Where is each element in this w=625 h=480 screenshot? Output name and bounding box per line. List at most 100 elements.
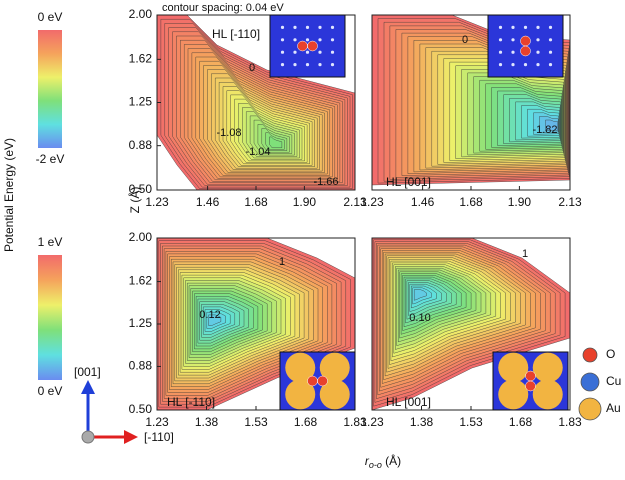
- x-tick-label: 1.53: [459, 415, 483, 429]
- x-label-sub: o-o: [369, 460, 382, 470]
- y-tick-label: 1.25: [129, 95, 153, 109]
- cu-atom: [511, 25, 515, 29]
- cu-atom: [548, 50, 553, 54]
- cu-atom: [511, 63, 515, 67]
- y-tick-label: 1.62: [129, 52, 153, 66]
- contour-field: [372, 15, 570, 186]
- contour-field: [157, 238, 355, 410]
- cu-atom: [330, 38, 335, 42]
- contour-band: [545, 119, 558, 131]
- au-atom: [498, 352, 529, 383]
- cu-atom: [318, 25, 322, 29]
- x-tick-label: 1.23: [145, 195, 169, 209]
- cu-atom: [498, 63, 503, 67]
- x-tick-label: 1.68: [509, 415, 533, 429]
- x-tick-label: 1.53: [244, 415, 268, 429]
- cu-atom: [498, 50, 503, 54]
- x-tick-label: 2.13: [343, 195, 367, 209]
- x-tick-label: 1.46: [196, 195, 220, 209]
- cu-atom: [280, 63, 285, 67]
- cu-atom: [293, 63, 297, 67]
- o-atom: [520, 45, 531, 57]
- y-tick-label: 0.88: [129, 359, 153, 373]
- o-atom: [317, 375, 328, 387]
- colorbar-bottom: -2 eV: [36, 152, 65, 166]
- contour-field: [372, 238, 570, 410]
- cu-atom: [536, 63, 540, 67]
- cu-atom: [523, 25, 528, 29]
- au-atom: [498, 379, 529, 410]
- cu-atom: [305, 25, 310, 29]
- contour-band: [414, 289, 427, 301]
- cu-atom: [318, 63, 322, 67]
- cu-atom: [536, 50, 540, 54]
- cu-atom: [511, 38, 515, 42]
- cu-atom: [293, 25, 297, 29]
- contour-band: [208, 314, 222, 326]
- axis-direction: [001]: [74, 365, 101, 379]
- x-tick-label: 1.38: [410, 415, 434, 429]
- structure-inset: [492, 351, 569, 411]
- cu-atom: [280, 38, 285, 42]
- contour-field: [157, 15, 355, 190]
- au-atom: [319, 352, 350, 383]
- cu-atom: [498, 38, 503, 42]
- y-tick-label: 0.88: [129, 138, 153, 152]
- legend-marker: [582, 347, 598, 363]
- colorbar-label: Potential Energy (eV): [2, 138, 16, 252]
- x-tick-label: 2.13: [558, 195, 582, 209]
- au-atom: [532, 352, 563, 383]
- colorbar: [38, 255, 62, 380]
- cu-atom: [280, 50, 285, 54]
- contour-label: 0.10: [409, 312, 430, 324]
- structure-inset: [279, 351, 356, 411]
- cu-atom: [330, 25, 335, 29]
- cu-atom: [318, 50, 322, 54]
- cu-atom: [536, 25, 540, 29]
- o-atom: [297, 40, 308, 52]
- y-tick-label: 0.50: [129, 182, 153, 196]
- colorbar: [38, 30, 62, 148]
- x-label-main: r: [365, 454, 370, 468]
- contour-label: 0.12: [199, 309, 220, 321]
- y-tick-label: 0.50: [129, 402, 153, 416]
- x-tick-label: 1.68: [459, 195, 483, 209]
- cu-atom: [548, 38, 553, 42]
- cu-atom: [330, 50, 335, 54]
- contour-label: -1.04: [245, 146, 270, 158]
- colorbar-bottom: 0 eV: [38, 384, 63, 398]
- x-tick-label: 1.83: [558, 415, 582, 429]
- cu-atom: [293, 50, 297, 54]
- cu-atom: [280, 25, 285, 29]
- panel-title: HL [-110]: [212, 27, 260, 41]
- contour-label: -1.82: [532, 124, 557, 136]
- contour-label: -1.08: [216, 127, 241, 139]
- contour-label: 1: [279, 256, 285, 268]
- x-axis-label: ro-o (Å): [365, 453, 401, 470]
- panel-title: HL [001]: [386, 175, 431, 189]
- y-tick-label: 2.00: [129, 7, 153, 21]
- contour-label: 0: [249, 62, 255, 74]
- cu-atom: [498, 25, 503, 29]
- legend-label: Cu: [606, 374, 621, 388]
- x-tick-label: 1.46: [411, 195, 435, 209]
- x-tick-label: 1.38: [195, 415, 219, 429]
- cu-atom: [305, 63, 310, 67]
- cu-atom: [536, 38, 540, 42]
- cu-atom: [548, 25, 553, 29]
- au-atom: [285, 352, 316, 383]
- x-tick-label: 1.90: [508, 195, 532, 209]
- y-tick-label: 2.00: [129, 230, 153, 244]
- panel-title: HL [-110]: [167, 395, 215, 409]
- x-tick-label: 1.68: [294, 415, 318, 429]
- contour-label: 0: [462, 34, 468, 46]
- legend-label: Au: [606, 401, 621, 415]
- x-tick-label: 1.23: [360, 195, 384, 209]
- y-tick-label: 1.25: [129, 316, 153, 330]
- legend-label: O: [606, 347, 615, 361]
- axis-direction: [-110]: [144, 430, 174, 444]
- cu-atom: [523, 63, 528, 67]
- colorbar-top: 1 eV: [38, 235, 63, 249]
- cu-atom: [293, 38, 297, 42]
